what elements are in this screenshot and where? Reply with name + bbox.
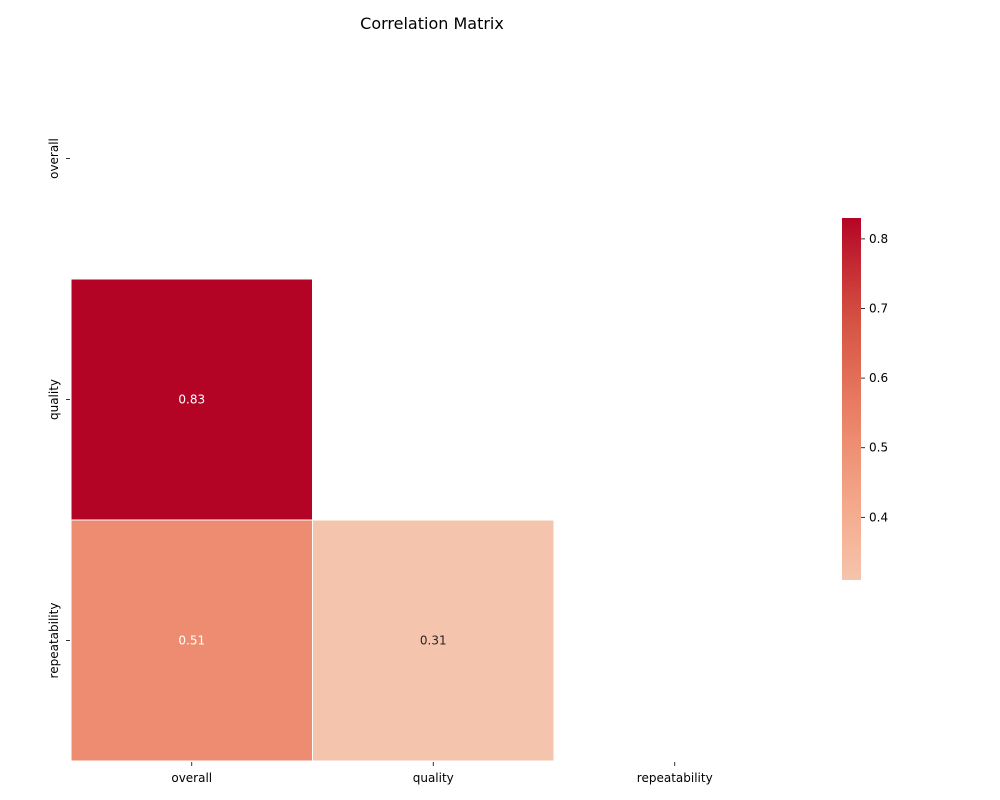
colorbar-tick-label: 0.4	[869, 510, 888, 524]
chart-title: Correlation Matrix	[360, 14, 504, 33]
x-tick-label-repeatability: repeatability	[637, 771, 713, 785]
x-tick-label-quality: quality	[413, 771, 454, 785]
x-tick-label-overall: overall	[171, 771, 212, 785]
y-tick-label-repeatability: repeatability	[47, 603, 61, 679]
colorbar: 0.4 0.5 0.6 0.7 0.8	[842, 218, 888, 580]
y-tick-label-quality: quality	[47, 379, 61, 420]
colorbar-tick-label: 0.5	[869, 441, 888, 455]
heatmap-cells: 0.83 0.51 0.31	[70, 278, 555, 762]
cell-value-label: 0.83	[178, 393, 205, 407]
colorbar-tick-label: 0.7	[869, 302, 888, 316]
cell-value-label: 0.31	[420, 634, 447, 648]
heatmap-cell-repeatability-quality	[312, 519, 555, 762]
colorbar-tick-label: 0.8	[869, 232, 888, 246]
x-axis-ticks: overall quality repeatability	[171, 762, 713, 785]
cell-value-label: 0.51	[178, 634, 205, 648]
colorbar-gradient	[842, 218, 861, 580]
heatmap-cell-quality-overall	[70, 278, 313, 521]
heatmap-cell-repeatability-overall	[70, 519, 313, 762]
y-axis-ticks: overall quality repeatability	[47, 138, 70, 678]
y-tick-label-overall: overall	[47, 138, 61, 179]
colorbar-tick-label: 0.6	[869, 371, 888, 385]
